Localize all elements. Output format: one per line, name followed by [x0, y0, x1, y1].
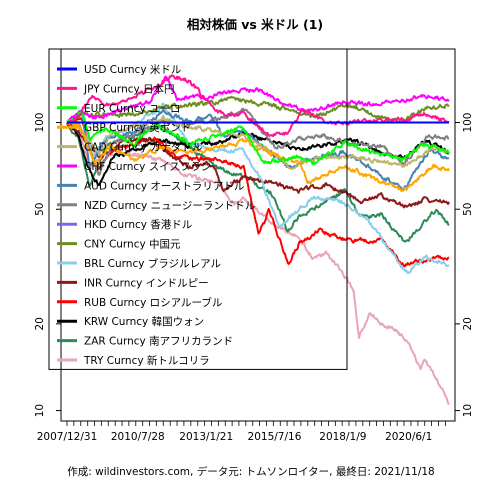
x-tick-label-2007-12-31: 2007/12/31 [37, 431, 98, 443]
axis-layer: 10 10 20 20 50 50 100 100 2007/12/31 2010/7/28 201… [34, 113, 474, 443]
legend-label-nzd: NZD Curncy ニュージーランドドル [84, 200, 255, 212]
series-line-gbp [66, 120, 450, 192]
series-line-try [66, 122, 450, 406]
series-line-zar [66, 122, 450, 243]
y-tick-label-left-50: 50 [34, 203, 46, 216]
y-tick-label-right-50: 50 [462, 203, 474, 216]
legend-label-try: TRY Curncy 新トルコリラ [83, 354, 210, 367]
x-tick-label-2020-6-1: 2020/6/1 [385, 431, 432, 443]
legend-label-cad: CAD Curncy カナダドル [84, 141, 203, 154]
x-tick-label-2010-7-28: 2010/7/28 [111, 431, 165, 443]
y-tick-label-right-100: 100 [462, 113, 474, 133]
legend-label-zar: ZAR Curncy 南アフリカランド [84, 335, 233, 348]
series-line-chf [66, 75, 450, 124]
y-tick-label-right-10: 10 [462, 404, 474, 417]
y-tick-label-right-20: 20 [462, 317, 474, 330]
legend: USD Curncy 米ドル JPY Curncy 日本円 EUR Curncy ユ… [48, 48, 348, 370]
legend-label-inr: INR Curncy インドルピー [84, 277, 209, 289]
legend-label-eur: EUR Curncy ユーロ [84, 103, 181, 115]
legend-box [48, 48, 348, 370]
chart-title: 相対株価 vs 米ドル (1) [187, 17, 323, 32]
y-tick-label-left-10: 10 [34, 404, 46, 417]
legend-label-cny: CNY Curncy 中国元 [84, 238, 181, 251]
series-line-cny [66, 95, 450, 124]
legend-label-usd: USD Curncy 米ドル [84, 63, 181, 76]
legend-label-rub: RUB Curncy ロシアルーブル [84, 296, 222, 309]
series-layer [66, 74, 450, 406]
legend-label-aud: AUD Curncy オーストラリアドル [84, 180, 244, 192]
series-line-inr [66, 121, 450, 209]
y-tick-label-left-100: 100 [34, 113, 46, 133]
series-line-jpy [66, 74, 450, 138]
legend-label-chf: CHF Curncy スイスフラン [84, 161, 211, 173]
x-tick-label-2015-7-16: 2015/7/16 [248, 431, 302, 443]
legend-label-jpy: JPY Curncy 日本円 [83, 82, 175, 95]
series-line-eur [66, 110, 450, 166]
footer-credit: 作成: wildinvestors.com, データ元: トムソンロイター, 最… [67, 465, 434, 478]
legend-label-brl: BRL Curncy ブラジルレアル [84, 257, 221, 270]
series-line-cad [66, 114, 450, 170]
x-tick-label-2018-1-9: 2018/1/9 [319, 431, 366, 443]
legend-label-gbp: GBP Curncy 英ポンド [84, 121, 191, 134]
x-tick-label-2013-1-21: 2013/1/21 [179, 431, 233, 443]
legend-label-krw: KRW Curncy 韓国ウォン [84, 316, 204, 328]
y-tick-label-left-20: 20 [34, 317, 46, 330]
legend-label-hkd: HKD Curncy 香港ドル [84, 219, 192, 231]
